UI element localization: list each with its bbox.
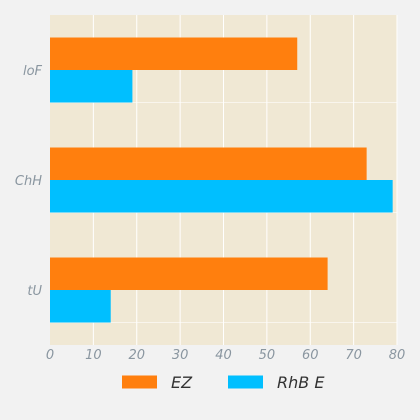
x-tick-label: 30 [172,348,189,363]
legend-label-ez: EZ [171,373,193,392]
bar-rhb-e-chh [50,180,393,213]
bar-ez-tu [50,257,328,290]
y-category-label: tU [27,284,42,299]
x-axis-ticks: 0 10 20 30 40 50 60 70 80 [46,348,405,363]
x-tick-label: 80 [389,348,406,363]
bar-ez-lof [50,37,298,70]
legend-label-rhb-e: RhB E [277,373,325,392]
y-axis-categories: loF ChH tU [15,64,43,299]
y-category-label: ChH [15,174,42,189]
x-tick-label: 10 [85,348,102,363]
legend: EZ RhB E [122,373,325,392]
bar-rhb-e-lof [50,70,133,103]
y-category-label: loF [23,64,43,79]
bar-ez-chh [50,147,367,180]
bars [50,37,393,323]
x-tick-label: 40 [215,348,232,363]
x-tick-label: 50 [259,348,276,363]
x-tick-label: 20 [128,348,145,363]
x-tick-label: 0 [46,348,54,363]
x-tick-label: 70 [345,348,362,363]
legend-swatch-rhb-e [228,375,263,389]
x-tick-label: 60 [302,348,319,363]
bar-rhb-e-tu [50,290,111,323]
legend-swatch-ez [122,375,157,389]
